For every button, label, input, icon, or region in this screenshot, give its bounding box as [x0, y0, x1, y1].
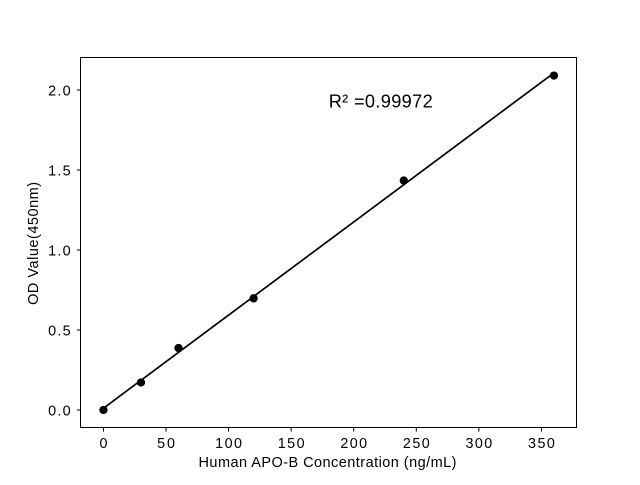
svg-text:150: 150 — [278, 436, 305, 452]
svg-text:0.5: 0.5 — [48, 324, 71, 340]
svg-text:300: 300 — [465, 436, 492, 452]
svg-text:OD Value(450nm): OD Value(450nm) — [26, 182, 42, 305]
svg-text:1.5: 1.5 — [48, 164, 71, 180]
svg-text:1.0: 1.0 — [48, 244, 71, 260]
svg-text:0.0: 0.0 — [48, 404, 71, 420]
svg-text:R² =0.99972: R² =0.99972 — [329, 92, 433, 112]
svg-text:Human APO-B Concentration (ng/: Human APO-B Concentration (ng/mL) — [199, 455, 457, 471]
svg-text:250: 250 — [403, 436, 430, 452]
svg-text:100: 100 — [215, 436, 242, 452]
svg-text:200: 200 — [340, 436, 367, 452]
svg-text:350: 350 — [528, 436, 555, 452]
svg-text:2.0: 2.0 — [48, 84, 71, 100]
svg-text:0: 0 — [99, 436, 107, 452]
svg-text:50: 50 — [157, 436, 175, 452]
